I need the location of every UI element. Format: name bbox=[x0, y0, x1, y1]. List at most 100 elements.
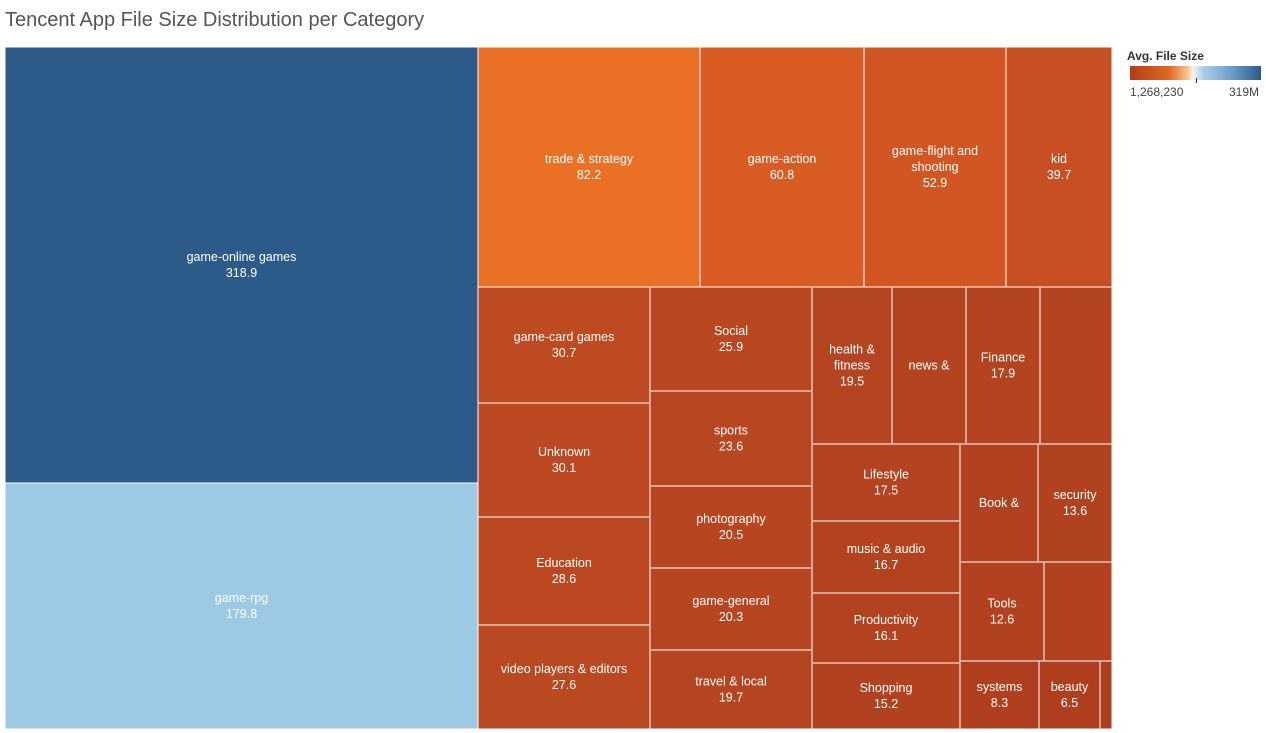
treemap-tile-unknown[interactable]: Unknown 30.1 bbox=[477, 402, 651, 518]
tile-value-label: 27.6 bbox=[552, 678, 576, 692]
tile-category-label: Book & bbox=[979, 496, 1020, 510]
treemap-tile-game-online-games[interactable]: game-online games 318.9 bbox=[4, 46, 479, 484]
treemap-tile-rect[interactable] bbox=[1037, 443, 1113, 563]
tile-value-label: 60.8 bbox=[770, 168, 794, 182]
treemap-tile-rect[interactable] bbox=[699, 46, 865, 288]
treemap-tile-rect[interactable] bbox=[477, 286, 651, 404]
treemap-tile-rect[interactable] bbox=[959, 660, 1040, 730]
treemap-tile-rect[interactable] bbox=[1043, 561, 1113, 662]
tile-category-label: Unknown bbox=[538, 445, 590, 459]
tile-value-label: 17.5 bbox=[874, 484, 898, 498]
treemap-tile-education[interactable]: Education 28.6 bbox=[477, 516, 651, 626]
tile-category-label: game-online games bbox=[187, 250, 297, 264]
treemap-tile-rect[interactable] bbox=[811, 443, 961, 522]
tile-value-label: 17.9 bbox=[991, 367, 1015, 381]
tile-value-label: 19.7 bbox=[719, 691, 743, 705]
tile-category-label: shooting bbox=[911, 160, 958, 174]
treemap-tile-game-action[interactable]: game-action 60.8 bbox=[699, 46, 865, 288]
treemap-tile-rect[interactable] bbox=[4, 46, 479, 484]
tile-value-label: 20.5 bbox=[719, 528, 743, 542]
treemap-tile-rect[interactable] bbox=[649, 567, 813, 651]
treemap-tile-social[interactable]: Social 25.9 bbox=[649, 286, 813, 392]
tile-category-label: video players & editors bbox=[501, 662, 627, 676]
tile-category-label: game-flight and bbox=[892, 144, 978, 158]
treemap-tile-unlabeled[interactable] bbox=[1099, 660, 1113, 730]
tile-value-label: 52.9 bbox=[923, 176, 947, 190]
treemap-tile-rect[interactable] bbox=[811, 592, 961, 664]
treemap-tile-rect[interactable] bbox=[649, 390, 813, 487]
tile-value-label: 28.6 bbox=[552, 572, 576, 586]
treemap-tile-tools[interactable]: Tools 12.6 bbox=[959, 561, 1045, 662]
tile-category-label: Tools bbox=[987, 597, 1016, 611]
treemap-tile-rect[interactable] bbox=[811, 520, 961, 594]
tile-category-label: Productivity bbox=[854, 613, 919, 627]
treemap-tile-security[interactable]: security 13.6 bbox=[1037, 443, 1113, 563]
tile-value-label: 20.3 bbox=[719, 610, 743, 624]
treemap-tile-rect[interactable] bbox=[1099, 660, 1113, 730]
treemap-tile-rect[interactable] bbox=[477, 624, 651, 730]
treemap-tile-trade-strategy[interactable]: trade & strategy 82.2 bbox=[477, 46, 701, 288]
treemap-tile-finance[interactable]: Finance 17.9 bbox=[965, 286, 1041, 445]
tile-category-label: kid bbox=[1051, 152, 1067, 166]
treemap-tile-book[interactable]: Book & bbox=[959, 443, 1039, 563]
treemap-tile-productivity[interactable]: Productivity 16.1 bbox=[811, 592, 961, 664]
treemap-tile-unlabeled[interactable] bbox=[1039, 286, 1113, 445]
tile-category-label: game-rpg bbox=[215, 591, 269, 605]
treemap-tile-rect[interactable] bbox=[477, 516, 651, 626]
treemap-tile-game-card-games[interactable]: game-card games 30.7 bbox=[477, 286, 651, 404]
tile-value-label: 8.3 bbox=[991, 696, 1008, 710]
legend-max-label: 319M bbox=[1229, 85, 1260, 99]
treemap-tile-rect[interactable] bbox=[649, 485, 813, 569]
treemap-tile-rect[interactable] bbox=[4, 482, 479, 730]
treemap-tile-rect[interactable] bbox=[959, 561, 1045, 662]
treemap-tile-rect[interactable] bbox=[477, 46, 701, 288]
tile-category-label: game-card games bbox=[514, 330, 615, 344]
tile-value-label: 6.5 bbox=[1061, 696, 1078, 710]
tile-value-label: 82.2 bbox=[577, 168, 601, 182]
legend-tick bbox=[1196, 78, 1197, 83]
treemap-tile-rect[interactable] bbox=[649, 286, 813, 392]
treemap-tile-rect[interactable] bbox=[1039, 286, 1113, 445]
treemap-tile-news[interactable]: news & bbox=[891, 286, 967, 445]
tile-value-label: 12.6 bbox=[990, 613, 1014, 627]
treemap-tile-rect[interactable] bbox=[477, 402, 651, 518]
treemap-tile-photography[interactable]: photography 20.5 bbox=[649, 485, 813, 569]
treemap-tile-rect[interactable] bbox=[1005, 46, 1113, 288]
treemap-tile-sports[interactable]: sports 23.6 bbox=[649, 390, 813, 487]
tile-value-label: 19.5 bbox=[840, 375, 864, 389]
tile-category-label: Shopping bbox=[860, 681, 913, 695]
tile-value-label: 39.7 bbox=[1047, 168, 1071, 182]
tile-category-label: game-general bbox=[692, 594, 769, 608]
legend-min-label: 1,268,230 bbox=[1130, 85, 1184, 99]
treemap-tile-beauty[interactable]: beauty 6.5 bbox=[1038, 660, 1101, 730]
tile-category-label: sports bbox=[714, 424, 748, 438]
treemap-tile-health-fitness[interactable]: health & fitness 19.5 bbox=[811, 286, 893, 445]
treemap-tile-video-players-editors[interactable]: video players & editors 27.6 bbox=[477, 624, 651, 730]
treemap-tile-game-rpg[interactable]: game-rpg 179.8 bbox=[4, 482, 479, 730]
tile-value-label: 15.2 bbox=[874, 697, 898, 711]
treemap-tile-music-audio[interactable]: music & audio 16.7 bbox=[811, 520, 961, 594]
treemap-tile-game-flight-and-shooting[interactable]: game-flight and shooting 52.9 bbox=[863, 46, 1007, 288]
chart-title: Tencent App File Size Distribution per C… bbox=[5, 9, 425, 31]
tile-value-label: 30.1 bbox=[552, 461, 576, 475]
tile-category-label: photography bbox=[696, 512, 766, 526]
treemap-tile-travel-local[interactable]: travel & local 19.7 bbox=[649, 649, 813, 730]
tile-value-label: 318.9 bbox=[226, 266, 257, 280]
treemap-tile-lifestyle[interactable]: Lifestyle 17.5 bbox=[811, 443, 961, 522]
legend-color-scale bbox=[1130, 66, 1261, 80]
treemap-tile-kid[interactable]: kid 39.7 bbox=[1005, 46, 1113, 288]
tile-value-label: 25.9 bbox=[719, 340, 743, 354]
treemap-tile-unlabeled[interactable] bbox=[1043, 561, 1113, 662]
treemap-tile-shopping[interactable]: Shopping 15.2 bbox=[811, 662, 961, 730]
tile-category-label: Finance bbox=[981, 351, 1026, 365]
treemap-tile-rect[interactable] bbox=[965, 286, 1041, 445]
treemap-tile-rect[interactable] bbox=[811, 662, 961, 730]
tile-category-label: trade & strategy bbox=[545, 152, 634, 166]
treemap-tile-rect[interactable] bbox=[649, 649, 813, 730]
treemap-tile-rect[interactable] bbox=[1038, 660, 1101, 730]
tile-category-label: security bbox=[1053, 488, 1097, 502]
treemap-tile-systems[interactable]: systems 8.3 bbox=[959, 660, 1040, 730]
tile-category-label: systems bbox=[977, 680, 1023, 694]
treemap-tile-game-general[interactable]: game-general 20.3 bbox=[649, 567, 813, 651]
